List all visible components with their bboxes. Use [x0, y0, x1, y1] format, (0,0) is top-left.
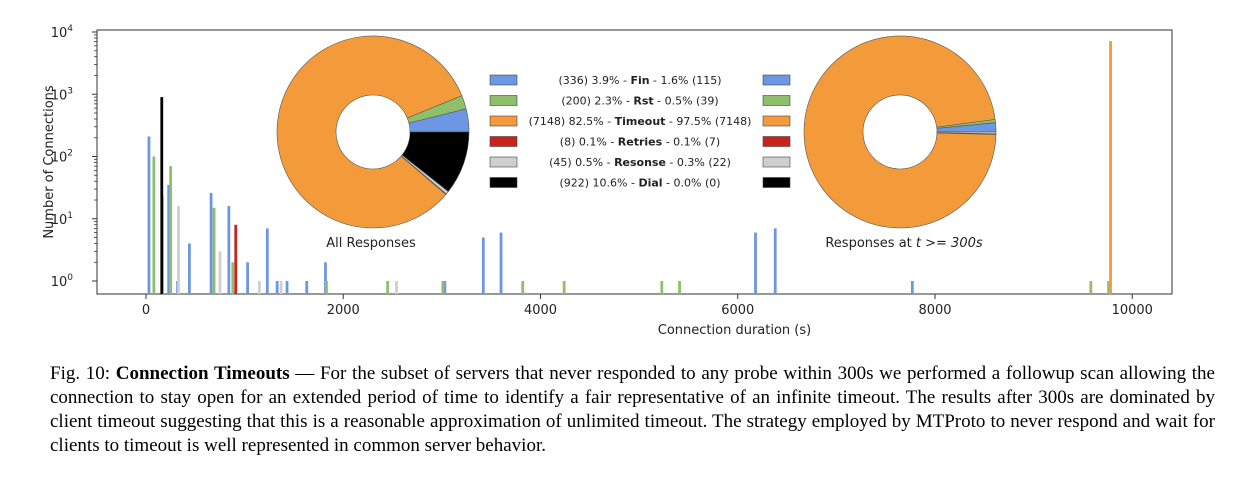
legend-entry-rst: (200) 2.3% - Rst - 0.5% (39) [561, 95, 718, 108]
legend-swatch-right-rst [762, 95, 791, 106]
bar-fin [227, 206, 231, 294]
bar-fin [147, 136, 151, 294]
x-tick-label: 0 [142, 303, 150, 318]
bar-fin [754, 232, 757, 294]
y-tick-label: 104 [51, 24, 74, 41]
y-tick-label: 102 [51, 149, 73, 166]
bar-rst [562, 281, 566, 294]
plot-frame [96, 29, 1173, 295]
connection-timeouts-figure: 0 2000 4000 6000 8000 10000 100 101 102 103 104 Con… [42, 24, 1173, 338]
pie-all-responses: All Responses [276, 35, 470, 251]
bar-resonse [258, 281, 261, 294]
bar-fin [265, 228, 269, 294]
pie-all-slice-dial [401, 131, 470, 192]
legend: (336) 3.9% - Fin - 1.6% (115) (200) 2.3% … [489, 74, 791, 190]
legend-entry-retries: (8) 0.1% - Retries - 0.1% (7) [560, 136, 720, 149]
bar-resonse [177, 206, 180, 294]
bar-fin [481, 237, 485, 294]
legend-swatch-right-dial [762, 177, 791, 188]
bar-fin [285, 281, 289, 294]
x-tick-label: 8000 [918, 303, 951, 318]
x-tick-label: 6000 [721, 303, 754, 318]
y-tick-label: 103 [51, 86, 73, 103]
bar-rst [231, 262, 235, 294]
legend-swatch-left-dial [489, 177, 518, 188]
bar-fin [187, 243, 191, 294]
bar-fin [167, 184, 171, 294]
bar-fin [275, 281, 279, 294]
bar-fin [910, 281, 914, 294]
bar-timeout [1109, 41, 1112, 294]
pie-300s-slice-resonse [936, 131, 997, 135]
bar-rst [521, 281, 525, 294]
pie-300s-label: Responses at t >= 300s [825, 236, 983, 251]
bar-resonse [218, 251, 222, 294]
bar-rst [152, 156, 156, 294]
caption-fig-label: Fig. 10: [50, 363, 116, 384]
legend-entry-dial: (922) 10.6% - Dial - 0.0% (0) [559, 177, 720, 190]
y-axis-label: Number of Connections [42, 85, 57, 239]
bar-rst [1089, 281, 1093, 294]
bar-rst [325, 281, 328, 294]
x-axis-label: Connection duration (s) [658, 323, 811, 338]
bar-rst [660, 281, 664, 294]
bar-resonse [279, 281, 283, 294]
bar-fin [499, 232, 503, 294]
bar-retries [234, 224, 238, 294]
x-tick-label: 10000 [1112, 303, 1153, 318]
legend-swatch-right-retries [762, 136, 791, 147]
legend-swatch-left-retries [489, 136, 518, 147]
bar-rst [386, 281, 390, 294]
histogram-axes: 0 2000 4000 6000 8000 10000 100 101 102 103 104 Con… [42, 24, 1173, 338]
histogram-bars [147, 41, 1112, 294]
caption-title: Connection Timeouts [115, 363, 290, 384]
bar-fin [246, 262, 249, 294]
x-tick-label: 4000 [524, 303, 557, 318]
legend-swatch-left-resonse [489, 156, 518, 168]
pie-300s-slice-timeout [803, 35, 997, 229]
legend-swatch-right-resonse [762, 156, 791, 168]
legend-entry-resonse: (45) 0.5% - Resonse - 0.3% (22) [549, 156, 731, 169]
legend-swatch-right-timeout [762, 115, 791, 127]
caption-text: — For the subset of servers that never r… [50, 363, 1215, 456]
legend-swatch-left-rst [489, 95, 518, 106]
legend-entry-fin: (336) 3.9% - Fin - 1.6% (115) [558, 74, 721, 87]
bar-rst [169, 166, 173, 294]
legend-swatch-left-fin [489, 74, 518, 86]
pie-all-label: All Responses [326, 236, 416, 251]
bar-fin [773, 228, 777, 294]
y-tick-label: 101 [51, 211, 73, 228]
bar-fin [443, 281, 447, 294]
x-tick-label: 2000 [327, 303, 360, 318]
bar-rst [678, 281, 681, 294]
pie-all-slice-timeout [276, 35, 463, 229]
y-tick-label: 100 [51, 273, 74, 290]
figure-caption: Fig. 10: Connection Timeouts — For the s… [50, 362, 1215, 458]
legend-swatch-left-timeout [489, 115, 518, 127]
legend-entry-timeout: (7148) 82.5% - Timeout - 97.5% (7148) [529, 115, 752, 128]
pie-responses-after-300s: Responses at t >= 300s [803, 35, 997, 251]
bar-dial [160, 97, 164, 294]
bar-fin [324, 262, 327, 294]
bar-rst [1107, 281, 1110, 294]
bar-resonse [395, 281, 398, 294]
bar-rst [441, 281, 445, 294]
bar-rst [212, 207, 216, 294]
bar-fin [305, 281, 309, 294]
bar-fin [209, 192, 213, 294]
legend-swatch-right-fin [762, 74, 791, 86]
